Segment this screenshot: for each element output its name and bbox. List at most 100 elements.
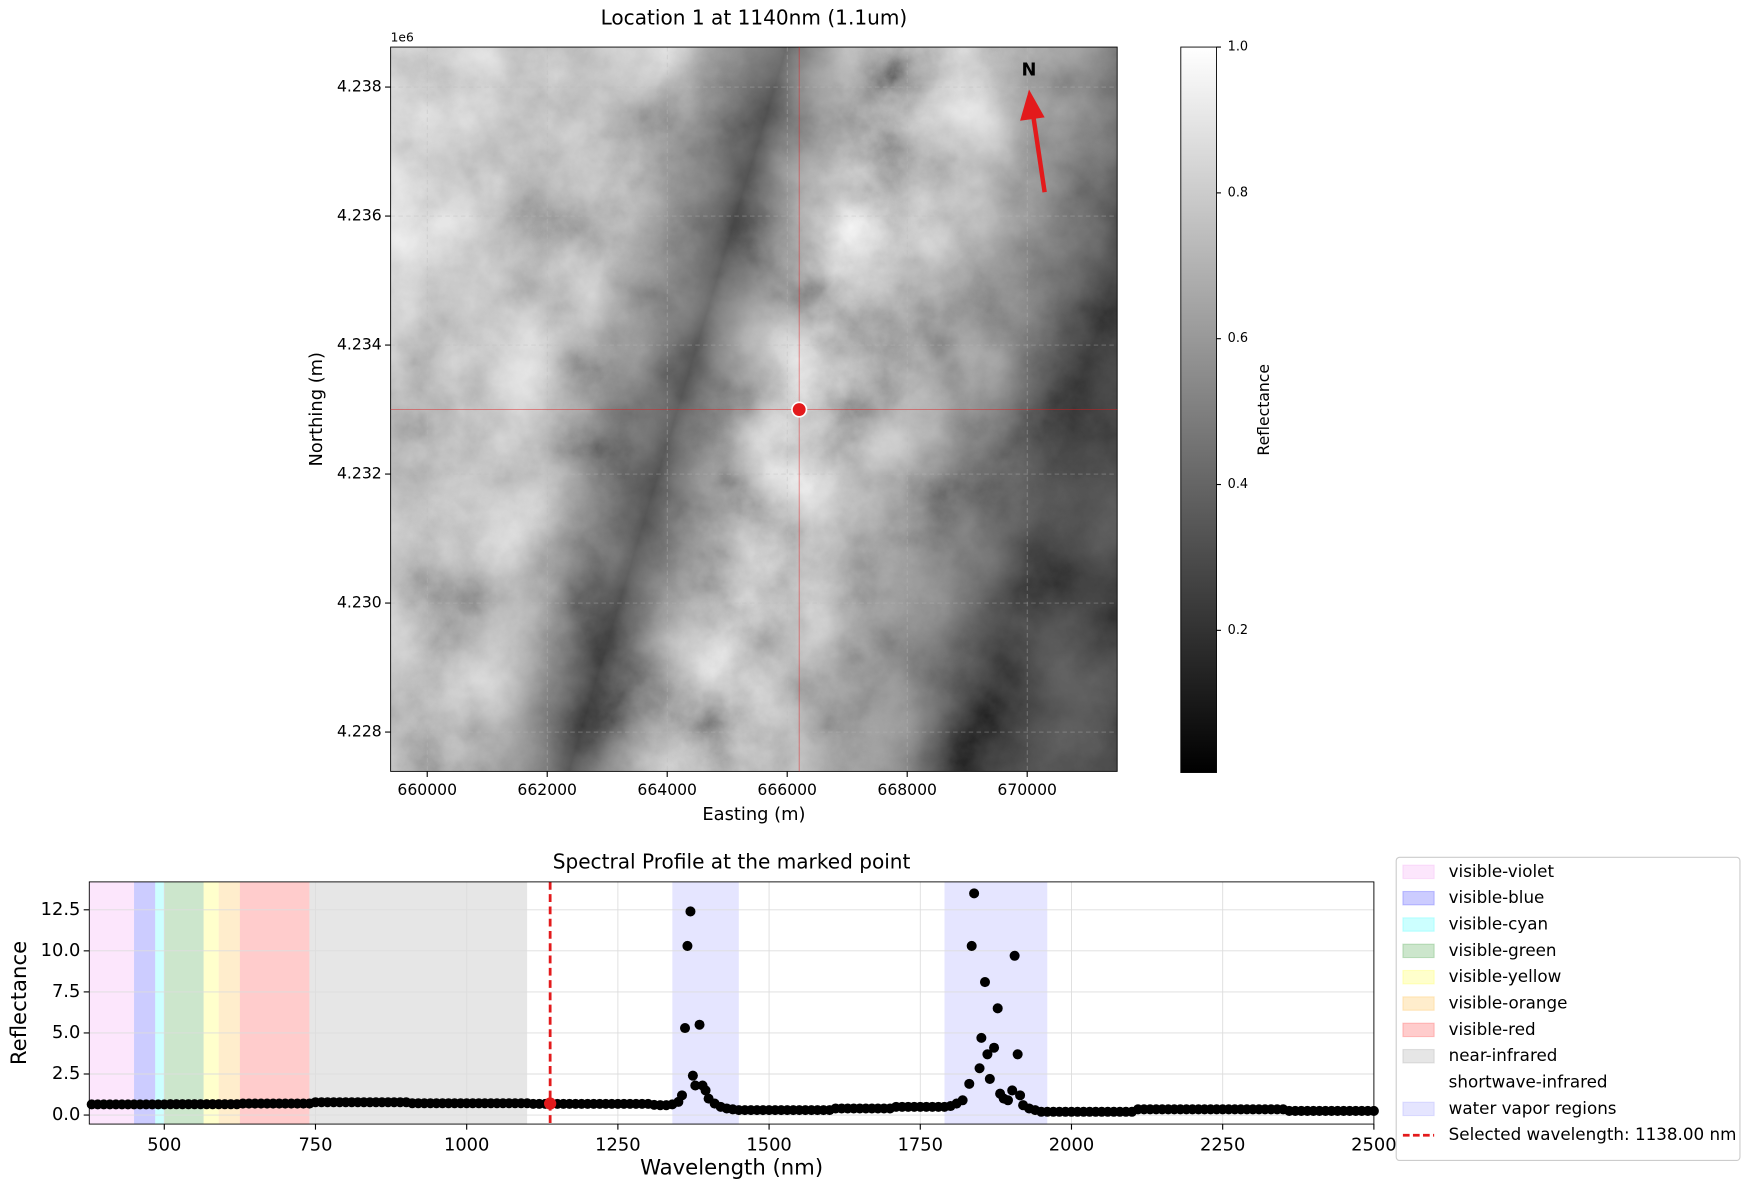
band-region <box>239 881 310 1125</box>
x-tick-label: 500 <box>147 1134 181 1155</box>
x-tick-label: 1500 <box>746 1134 791 1155</box>
plot-frame <box>88 881 1375 1125</box>
colorbar-tick-label: 0.8 <box>1228 185 1248 200</box>
data-point <box>964 1078 975 1089</box>
data-point <box>687 1070 698 1081</box>
legend-swatch <box>1402 1022 1435 1038</box>
legend-label: visible-blue <box>1449 887 1545 907</box>
legend-swatch <box>1402 917 1435 932</box>
band-region <box>309 881 528 1125</box>
data-point <box>690 1080 701 1091</box>
y-tick-label: 4.228 <box>337 723 382 741</box>
x-axis-label: Easting (m) <box>702 804 805 825</box>
data-point <box>976 1032 987 1043</box>
y-tick-label: 4.230 <box>337 594 382 612</box>
data-point <box>992 1003 1003 1014</box>
legend-label: visible-green <box>1449 940 1557 960</box>
legend-swatch <box>1402 943 1435 959</box>
data-point <box>676 1090 688 1101</box>
band-region <box>164 881 204 1125</box>
data-point <box>679 1022 691 1034</box>
x-tick-label: 666000 <box>757 781 817 799</box>
y-tick-label: 10.0 <box>41 940 81 961</box>
x-tick-label: 750 <box>298 1134 332 1155</box>
legend-label: visible-yellow <box>1449 966 1562 986</box>
legend-box <box>1395 856 1741 1162</box>
data-point <box>966 940 977 951</box>
data-point <box>957 1095 968 1106</box>
selected-point <box>544 1097 557 1110</box>
y-tick-label: 5.0 <box>52 1022 80 1043</box>
y-tick-label: 4.238 <box>337 78 382 96</box>
x-axis-label: Wavelength (nm) <box>640 1155 823 1180</box>
x-tick-label: 662000 <box>517 781 577 799</box>
legend-label: visible-orange <box>1449 993 1568 1013</box>
band-region <box>527 881 1374 1125</box>
colorbar-tick-label: 0.2 <box>1228 623 1248 638</box>
legend-label: water vapor regions <box>1449 1098 1617 1118</box>
y-axis-label: Reflectance <box>6 941 31 1065</box>
data-point <box>1007 1085 1018 1096</box>
data-point <box>1002 1095 1014 1106</box>
north-label: N <box>1022 60 1037 81</box>
legend-label: Selected wavelength: 1138.00 nm <box>1449 1124 1737 1144</box>
y-tick-label: 12.5 <box>41 899 81 920</box>
legend-swatch <box>1402 996 1435 1011</box>
data-point <box>1012 1049 1023 1060</box>
band-region <box>134 881 156 1125</box>
y-tick-label: 4.236 <box>337 207 382 225</box>
data-point <box>685 906 696 917</box>
x-tick-label: 668000 <box>877 781 937 799</box>
colorbar-tick-label: 1.0 <box>1228 40 1248 55</box>
x-tick-label: 2250 <box>1200 1134 1245 1155</box>
data-point <box>989 1042 1000 1053</box>
data-point <box>1009 950 1020 961</box>
data-point <box>700 1085 711 1096</box>
x-tick-label: 664000 <box>637 781 697 799</box>
band-region <box>89 881 135 1125</box>
legend-label: near-infrared <box>1449 1045 1558 1065</box>
legend-label: shortwave-infrared <box>1449 1072 1608 1092</box>
legend-label: visible-red <box>1449 1019 1536 1039</box>
legend-swatch <box>1402 864 1435 880</box>
band-region <box>944 881 1048 1125</box>
chart-title: Spectral Profile at the marked point <box>553 849 911 873</box>
data-point <box>982 1049 993 1060</box>
y-tick-label: 4.232 <box>337 465 382 483</box>
colorbar-tick-label: 0.4 <box>1228 477 1248 492</box>
y-tick-label: 0.0 <box>52 1104 80 1125</box>
data-point <box>969 888 980 899</box>
y-tick-label: 7.5 <box>52 981 80 1002</box>
x-tick-label: 1250 <box>595 1134 640 1155</box>
colorbar-label: Reflectance <box>1255 364 1273 456</box>
x-tick-label: 670000 <box>997 781 1057 799</box>
band-region <box>218 881 240 1125</box>
x-tick-label: 2500 <box>1351 1134 1396 1155</box>
data-point <box>979 977 991 988</box>
location-marker <box>791 401 808 418</box>
legend-swatch <box>1402 1048 1435 1064</box>
legend-swatch <box>1402 890 1435 906</box>
y-axis-label: Northing (m) <box>306 352 327 466</box>
legend-swatch <box>1402 1075 1435 1090</box>
north-arrowhead <box>1020 89 1045 121</box>
x-tick-label: 660000 <box>397 781 457 799</box>
data-point <box>694 1019 705 1030</box>
legend-label: visible-violet <box>1449 861 1555 881</box>
legend-label: visible-cyan <box>1449 914 1548 934</box>
x-tick-label: 2000 <box>1049 1134 1094 1155</box>
band-region <box>203 881 219 1125</box>
legend-swatch <box>1402 1101 1435 1117</box>
data-point <box>1015 1090 1026 1101</box>
colorbar <box>1180 46 1217 773</box>
x-tick-label: 1000 <box>444 1134 489 1155</box>
data-point <box>974 1063 985 1074</box>
y-tick-label: 2.5 <box>52 1063 80 1084</box>
data-point <box>984 1073 995 1084</box>
y-tick-label: 4.234 <box>337 336 382 354</box>
x-tick-label: 1750 <box>898 1134 943 1155</box>
y-offset-label: 1e6 <box>391 31 414 45</box>
legend-swatch <box>1402 969 1435 985</box>
chart-title: Location 1 at 1140nm (1.1um) <box>601 6 908 30</box>
